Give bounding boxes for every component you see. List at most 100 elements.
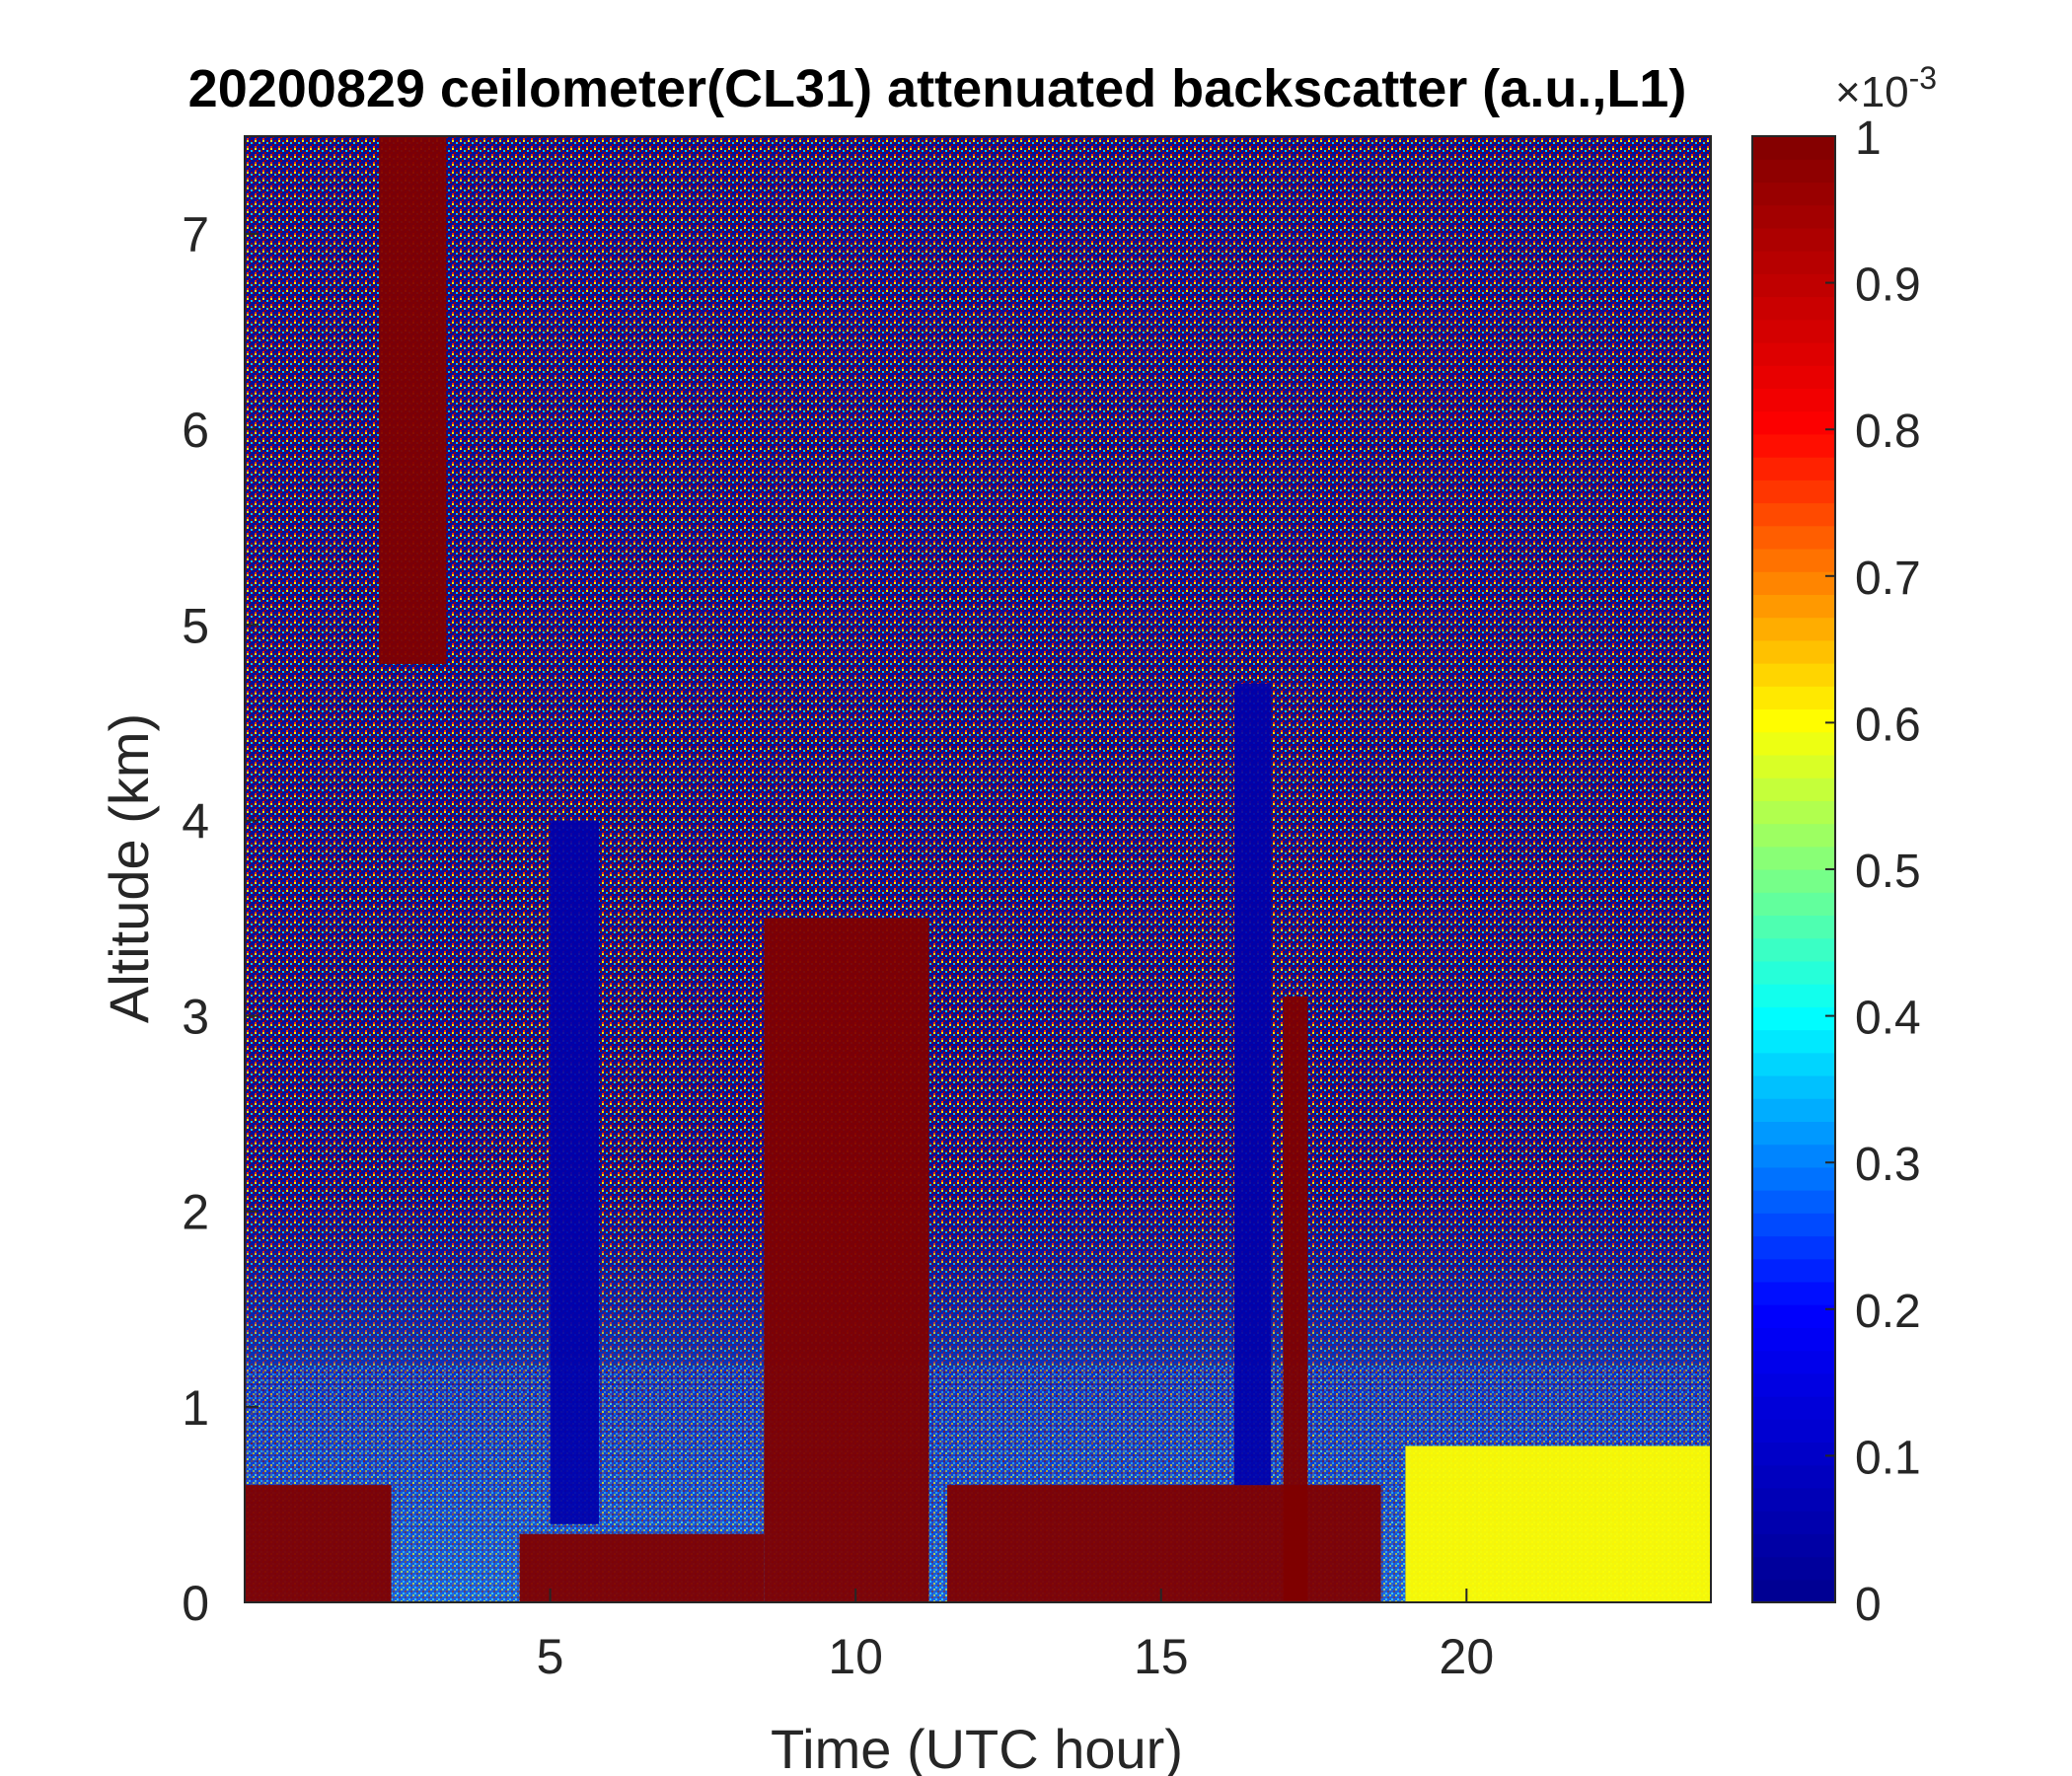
chart-title: 20200829 ceilometer(CL31) attenuated bac… — [188, 59, 1687, 118]
colorbar-tick-label: 0.4 — [1855, 993, 1921, 1045]
y-tick-label: 5 — [182, 598, 209, 653]
y-tick-label: 1 — [182, 1380, 209, 1436]
colorbar-band — [1752, 639, 1835, 664]
colorbar-band — [1752, 984, 1835, 1007]
x-tick-label: 10 — [828, 1629, 883, 1684]
colorbar-tick-label: 0.6 — [1855, 699, 1921, 751]
colorbar-exponent: ×10-3 — [1835, 60, 1937, 116]
colorbar-band — [1752, 159, 1835, 184]
heatmap-feature-1 — [519, 1533, 765, 1602]
colorbar-band — [1752, 823, 1835, 848]
colorbar-band — [1752, 410, 1835, 435]
colorbar-tick-label: 0.9 — [1855, 259, 1921, 312]
y-tick-label: 7 — [182, 207, 209, 262]
colorbar-band — [1752, 1419, 1835, 1443]
colorbar-band — [1752, 1442, 1835, 1466]
colorbar-band — [1752, 1121, 1835, 1146]
colorbar-band — [1752, 846, 1835, 870]
colorbar-band — [1752, 365, 1835, 390]
colorbar-band — [1752, 1464, 1835, 1489]
colorbar-band — [1752, 502, 1835, 527]
colorbar-band — [1752, 686, 1835, 710]
colorbar-band — [1752, 433, 1835, 458]
heatmap-feature-4 — [1283, 996, 1308, 1602]
heatmap-field — [244, 135, 1712, 1603]
colorbar-tick-label: 0.7 — [1855, 553, 1921, 605]
colorbar-band — [1752, 800, 1835, 825]
colorbar-bands — [1752, 136, 1835, 1603]
colorbar-band — [1752, 480, 1835, 504]
colorbar-band — [1752, 548, 1835, 572]
y-tick-label: 0 — [182, 1576, 209, 1631]
heatmap-feature-6 — [1234, 683, 1272, 1486]
colorbar-tick-label: 0.8 — [1855, 406, 1921, 458]
colorbar-band — [1752, 1166, 1835, 1191]
colorbar-band — [1752, 571, 1835, 595]
plot-area — [244, 135, 1712, 1603]
colorbar-band — [1752, 1190, 1835, 1214]
colorbar-band — [1752, 869, 1835, 893]
colorbar-band — [1752, 731, 1835, 756]
colorbar-band — [1752, 273, 1835, 298]
colorbar-band — [1752, 1006, 1835, 1031]
colorbar-band — [1752, 1052, 1835, 1076]
colorbar-tick-label: 0.3 — [1855, 1139, 1921, 1191]
colorbar-band — [1752, 319, 1835, 343]
colorbar-band — [1752, 204, 1835, 229]
y-tick-label: 4 — [182, 793, 209, 849]
colorbar-band — [1752, 1350, 1835, 1374]
colorbar-tick-label: 0.1 — [1855, 1432, 1921, 1484]
colorbar-band — [1752, 937, 1835, 962]
heatmap-feature-2 — [764, 918, 929, 1602]
colorbar-band — [1752, 341, 1835, 366]
heatmap-feature-0 — [245, 1485, 392, 1602]
colorbar-band — [1752, 594, 1835, 619]
colorbar-tick-label: 0.2 — [1855, 1286, 1921, 1338]
heatmap-feature-8 — [379, 136, 447, 664]
x-tick-label: 15 — [1134, 1629, 1189, 1684]
colorbar-band — [1752, 960, 1835, 985]
colorbar-tick-label: 0.5 — [1855, 846, 1921, 898]
svg-text:×10-3: ×10-3 — [1835, 60, 1937, 116]
y-axis-label: Altitude (km) — [98, 713, 160, 1023]
colorbar-band — [1752, 1258, 1835, 1283]
colorbar-band — [1752, 754, 1835, 778]
colorbar-axis: 0 0.1 0.2 0.3 0.4 0.5 0.6 0.7 0.8 0.9 1 — [1751, 112, 1921, 1631]
colorbar-band — [1752, 1487, 1835, 1512]
colorbar-band — [1752, 1511, 1835, 1534]
x-tick-label: 20 — [1440, 1629, 1495, 1684]
colorbar-band — [1752, 388, 1835, 412]
y-tick-label: 2 — [182, 1185, 209, 1240]
colorbar-band — [1752, 1074, 1835, 1099]
colorbar-band — [1752, 892, 1835, 917]
colorbar-band — [1752, 617, 1835, 641]
colorbar-band — [1752, 251, 1835, 274]
colorbar-band — [1752, 777, 1835, 801]
heatmap-feature-7 — [1405, 1445, 1711, 1602]
colorbar-band — [1752, 1304, 1835, 1328]
x-axis-label: Time (UTC hour) — [771, 1718, 1183, 1776]
colorbar-tick-label: 0 — [1855, 1579, 1882, 1631]
x-axis: 5 10 15 20 — [537, 1589, 1494, 1684]
plot-frame — [244, 135, 1712, 1603]
colorbar-band — [1752, 1144, 1835, 1168]
colorbar-band — [1752, 1029, 1835, 1054]
colorbar-band — [1752, 1235, 1835, 1260]
colorbar-band — [1752, 227, 1835, 252]
colorbar-exponent-base: ×10 — [1835, 68, 1909, 116]
colorbar-band — [1752, 708, 1835, 733]
colorbar-band — [1752, 1372, 1835, 1397]
colorbar-band — [1752, 1396, 1835, 1420]
colorbar-band — [1752, 1213, 1835, 1237]
colorbar-band — [1752, 525, 1835, 550]
heatmap-feature-3 — [947, 1485, 1381, 1602]
colorbar-band — [1752, 663, 1835, 687]
colorbar-band — [1752, 296, 1835, 321]
y-axis: 0 1 2 3 4 5 6 7 — [182, 207, 259, 1631]
y-tick-label: 3 — [182, 990, 209, 1045]
colorbar-band — [1752, 1556, 1835, 1581]
y-tick-label: 6 — [182, 403, 209, 458]
colorbar-tick-label: 1 — [1855, 112, 1882, 165]
colorbar-band — [1752, 1327, 1835, 1352]
